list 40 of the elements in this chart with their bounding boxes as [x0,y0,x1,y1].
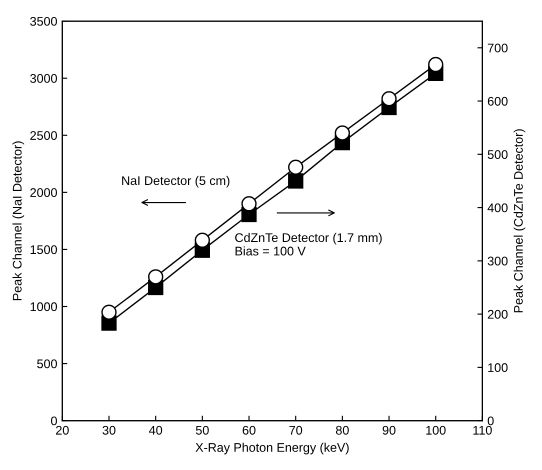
y-tick-label: 0 [51,416,57,426]
annotation: CdZnTe Detector (1.7 mm) Bias = 100 V [235,232,382,256]
y-tick-label: 3500 [30,16,57,26]
y2-tick-label: 400 [488,203,508,212]
x-tick-label: 70 [289,426,302,435]
x-tick-label: 80 [336,426,349,435]
point [241,196,257,212]
x-tick-label: 90 [382,426,396,435]
y-tick-label: 3000 [30,74,57,83]
y-tick-label: 2500 [30,131,57,140]
point [288,173,304,189]
point [381,91,397,106]
y-axis-title: Peak Channel (NaI Detector) [12,141,24,300]
y2-tick-label: 100 [488,363,508,372]
point [288,160,304,175]
y2-tick-label: 600 [488,96,508,106]
point [148,269,164,284]
x-tick-label: 30 [102,426,116,435]
y2-tick-label: 200 [488,310,508,319]
y2-tick-label: 500 [488,150,508,159]
y-tick-label: 2000 [30,188,57,198]
y2-tick-label: 0 [488,416,494,426]
y-tick-label: 1000 [30,302,57,312]
point [194,232,210,248]
x-axis-title: X-Ray Photon Energy (keV) [196,442,349,454]
y-tick-label: 500 [37,359,57,368]
y2-axis-title: Peak Channel (CdZnTe Detector) [514,129,526,312]
point [101,304,117,320]
point [334,125,350,141]
x-tick-label: 50 [196,426,209,435]
point [428,56,444,72]
x-tick-label: 60 [242,426,256,435]
y2-tick-label: 700 [488,44,508,52]
x-tick-label: 20 [56,426,69,435]
y-tick-label: 1500 [30,245,57,254]
x-tick-label: 110 [473,426,492,435]
x-tick-label: 100 [426,426,446,435]
x-tick-label: 40 [149,426,162,435]
annotation: NaI Detector (5 cm) [122,176,230,188]
y2-tick-label: 300 [488,256,508,266]
